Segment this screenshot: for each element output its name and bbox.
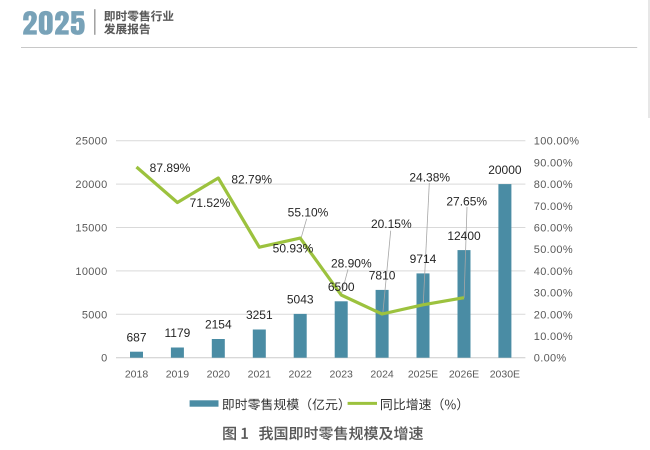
svg-text:30.00%: 30.00% bbox=[534, 288, 573, 300]
svg-text:60.00%: 60.00% bbox=[534, 223, 573, 235]
svg-text:2026E: 2026E bbox=[449, 368, 479, 380]
svg-text:2021: 2021 bbox=[248, 368, 272, 380]
svg-text:7810: 7810 bbox=[369, 269, 396, 283]
svg-text:1179: 1179 bbox=[164, 326, 190, 340]
svg-text:50.93%: 50.93% bbox=[273, 242, 314, 256]
svg-text:0: 0 bbox=[101, 353, 107, 365]
svg-text:5043: 5043 bbox=[287, 293, 314, 307]
svg-text:55.10%: 55.10% bbox=[288, 206, 329, 220]
svg-text:5000: 5000 bbox=[82, 309, 108, 321]
svg-text:25000: 25000 bbox=[75, 136, 107, 148]
svg-text:9714: 9714 bbox=[410, 252, 437, 266]
svg-text:24.38%: 24.38% bbox=[409, 170, 450, 184]
svg-text:12400: 12400 bbox=[447, 229, 481, 243]
svg-text:2022: 2022 bbox=[289, 368, 313, 380]
svg-text:90.00%: 90.00% bbox=[534, 157, 573, 169]
svg-text:2154: 2154 bbox=[205, 318, 232, 332]
svg-text:82.79%: 82.79% bbox=[231, 173, 272, 187]
svg-text:3251: 3251 bbox=[246, 308, 273, 322]
svg-text:20000: 20000 bbox=[75, 179, 107, 191]
svg-text:71.52%: 71.52% bbox=[190, 196, 231, 210]
svg-text:27.65%: 27.65% bbox=[446, 194, 487, 208]
svg-text:28.90%: 28.90% bbox=[331, 256, 372, 270]
svg-text:20.00%: 20.00% bbox=[534, 309, 573, 321]
svg-text:15000: 15000 bbox=[75, 223, 107, 235]
svg-text:2018: 2018 bbox=[125, 368, 149, 380]
svg-text:80.00%: 80.00% bbox=[534, 179, 573, 191]
svg-text:687: 687 bbox=[126, 330, 146, 344]
svg-text:2030E: 2030E bbox=[490, 368, 520, 380]
svg-text:87.89%: 87.89% bbox=[150, 161, 191, 175]
svg-text:50.00%: 50.00% bbox=[534, 244, 573, 256]
svg-text:100.00%: 100.00% bbox=[534, 136, 580, 148]
svg-text:2019: 2019 bbox=[166, 368, 190, 380]
svg-text:20.15%: 20.15% bbox=[371, 217, 412, 231]
svg-text:10000: 10000 bbox=[75, 266, 107, 278]
svg-text:2023: 2023 bbox=[330, 368, 354, 380]
svg-text:0.00%: 0.00% bbox=[534, 353, 567, 365]
svg-text:2020: 2020 bbox=[207, 368, 231, 380]
svg-text:10.00%: 10.00% bbox=[534, 331, 573, 343]
svg-text:2024: 2024 bbox=[370, 368, 394, 380]
svg-text:40.00%: 40.00% bbox=[534, 266, 573, 278]
svg-text:6500: 6500 bbox=[328, 280, 355, 294]
svg-text:20000: 20000 bbox=[488, 163, 522, 177]
svg-text:2025E: 2025E bbox=[408, 368, 438, 380]
svg-text:70.00%: 70.00% bbox=[534, 201, 573, 213]
